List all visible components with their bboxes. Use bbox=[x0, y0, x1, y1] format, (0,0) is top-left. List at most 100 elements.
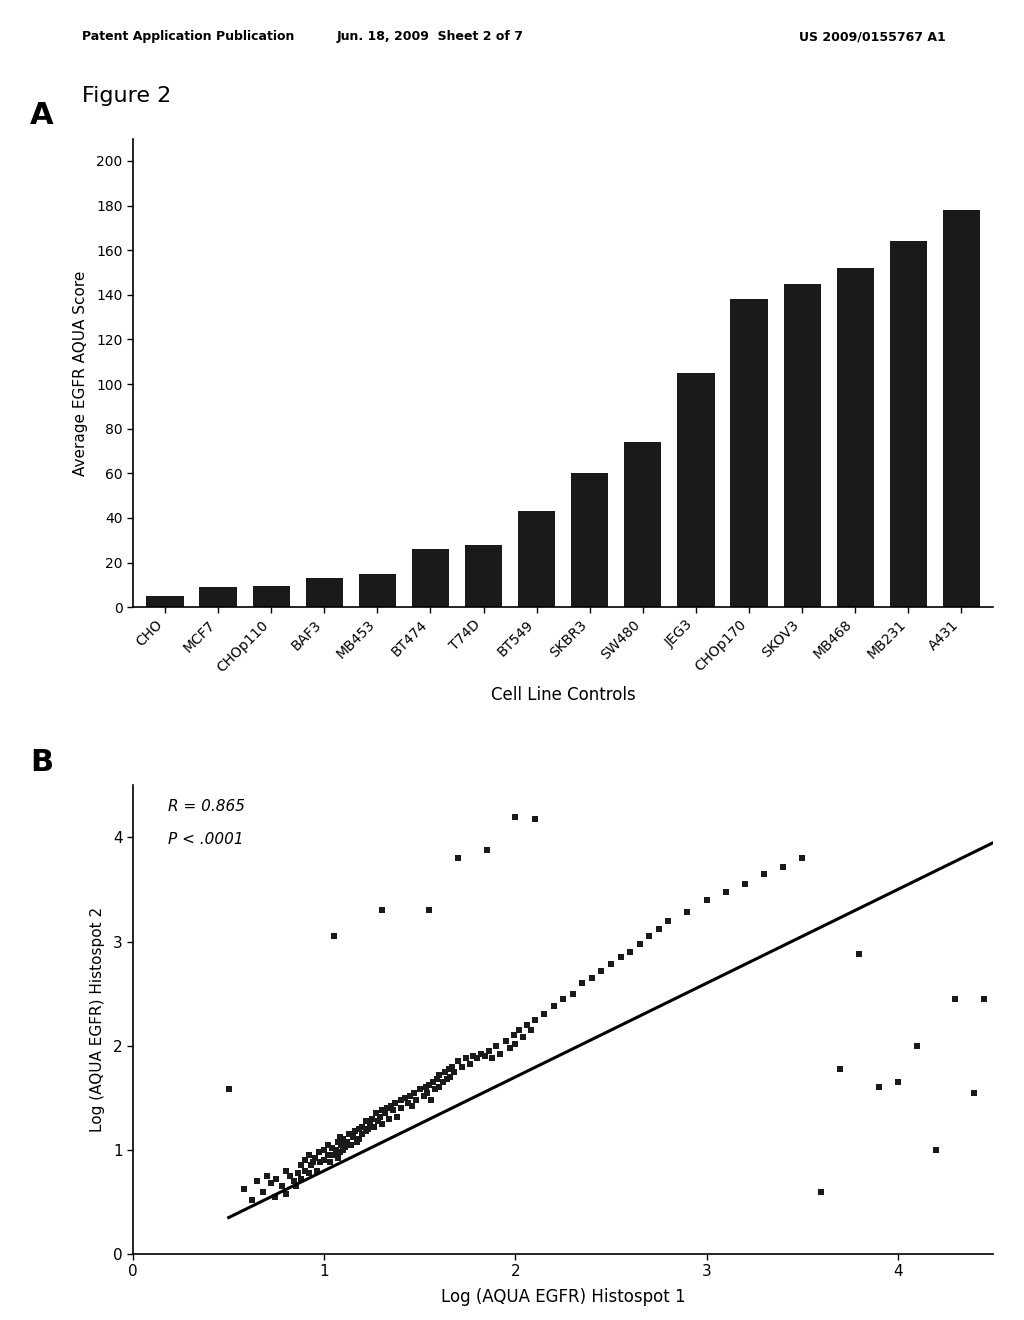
Bar bbox=[306, 578, 343, 607]
Text: US 2009/0155767 A1: US 2009/0155767 A1 bbox=[799, 30, 945, 44]
Point bbox=[442, 1067, 459, 1088]
Point bbox=[454, 1056, 470, 1077]
Point bbox=[511, 1019, 527, 1040]
Point bbox=[308, 1160, 325, 1181]
Point bbox=[679, 902, 695, 923]
Point bbox=[736, 874, 753, 895]
Bar bbox=[518, 511, 555, 607]
Y-axis label: Log (AQUA EGFR) Histospot 2: Log (AQUA EGFR) Histospot 2 bbox=[90, 907, 104, 1133]
Point bbox=[425, 1072, 441, 1093]
Bar bbox=[200, 587, 237, 607]
Point bbox=[328, 1139, 344, 1160]
Point bbox=[476, 1045, 493, 1067]
Point bbox=[255, 1181, 271, 1203]
Point bbox=[718, 880, 734, 902]
Point bbox=[249, 1171, 265, 1192]
Point bbox=[458, 1048, 474, 1069]
Point bbox=[890, 1072, 906, 1093]
Point bbox=[262, 1172, 279, 1193]
Point bbox=[350, 1118, 367, 1139]
Point bbox=[416, 1085, 432, 1106]
Point bbox=[392, 1089, 409, 1110]
Point bbox=[312, 1152, 329, 1173]
Point bbox=[339, 1131, 355, 1152]
Point bbox=[335, 1139, 351, 1160]
Point bbox=[274, 1176, 291, 1197]
Point bbox=[522, 1019, 539, 1040]
Point bbox=[698, 890, 715, 911]
Point bbox=[383, 1096, 399, 1117]
Point bbox=[536, 1005, 552, 1026]
Text: B: B bbox=[30, 748, 53, 777]
Point bbox=[301, 1162, 317, 1183]
Point bbox=[484, 1048, 501, 1069]
Point bbox=[337, 1137, 353, 1158]
Point bbox=[574, 973, 591, 994]
Point bbox=[358, 1110, 375, 1131]
Point bbox=[555, 989, 571, 1010]
Point bbox=[813, 1181, 829, 1203]
Point bbox=[402, 1085, 419, 1106]
Point bbox=[870, 1077, 887, 1098]
Point bbox=[332, 1127, 348, 1148]
Bar bbox=[677, 374, 715, 607]
Point bbox=[515, 1027, 531, 1048]
Point bbox=[465, 1045, 481, 1067]
Point bbox=[404, 1096, 421, 1117]
Point bbox=[268, 1168, 285, 1189]
Point bbox=[293, 1155, 309, 1176]
Point bbox=[546, 995, 562, 1016]
Point bbox=[650, 919, 667, 940]
Point bbox=[756, 863, 772, 884]
Point bbox=[833, 1059, 849, 1080]
Point bbox=[431, 1064, 447, 1085]
Point bbox=[478, 840, 495, 861]
Point bbox=[324, 1138, 340, 1159]
Point bbox=[446, 1061, 463, 1082]
Bar bbox=[890, 242, 927, 607]
Point bbox=[412, 1078, 428, 1100]
Point bbox=[440, 1059, 457, 1080]
Bar bbox=[465, 545, 502, 607]
Point bbox=[423, 1089, 439, 1110]
Point bbox=[372, 1106, 388, 1127]
Point bbox=[366, 1117, 382, 1138]
Point bbox=[374, 1100, 390, 1121]
Bar bbox=[412, 549, 450, 607]
Point bbox=[502, 1038, 518, 1059]
Point bbox=[354, 1123, 371, 1144]
Point bbox=[429, 1068, 445, 1089]
Text: Patent Application Publication: Patent Application Publication bbox=[82, 30, 294, 44]
Point bbox=[345, 1127, 361, 1148]
Point bbox=[641, 925, 657, 946]
Point bbox=[310, 1142, 327, 1163]
Bar bbox=[253, 586, 290, 607]
Point bbox=[330, 1147, 346, 1168]
Point bbox=[333, 1134, 349, 1155]
Point bbox=[593, 960, 609, 981]
Point bbox=[306, 1147, 323, 1168]
X-axis label: Log (AQUA EGFR) Histospot 1: Log (AQUA EGFR) Histospot 1 bbox=[441, 1288, 685, 1305]
Point bbox=[498, 1030, 514, 1051]
Point bbox=[266, 1187, 283, 1208]
Point bbox=[244, 1189, 260, 1210]
Point bbox=[387, 1093, 403, 1114]
Point bbox=[444, 1056, 461, 1077]
Point bbox=[319, 1144, 336, 1166]
Bar bbox=[943, 210, 980, 607]
Point bbox=[462, 1053, 478, 1074]
Point bbox=[434, 1072, 451, 1093]
Point bbox=[966, 1082, 982, 1104]
Point bbox=[286, 1171, 302, 1192]
Point bbox=[507, 1034, 523, 1055]
Point bbox=[374, 900, 390, 921]
Point bbox=[364, 1107, 380, 1129]
Point bbox=[526, 1008, 543, 1030]
Point bbox=[330, 1131, 346, 1152]
Point bbox=[303, 1155, 319, 1176]
Point bbox=[418, 1077, 434, 1098]
Point bbox=[438, 1068, 455, 1089]
Point bbox=[450, 847, 466, 869]
Bar bbox=[571, 474, 608, 607]
Text: Figure 2: Figure 2 bbox=[82, 86, 171, 106]
